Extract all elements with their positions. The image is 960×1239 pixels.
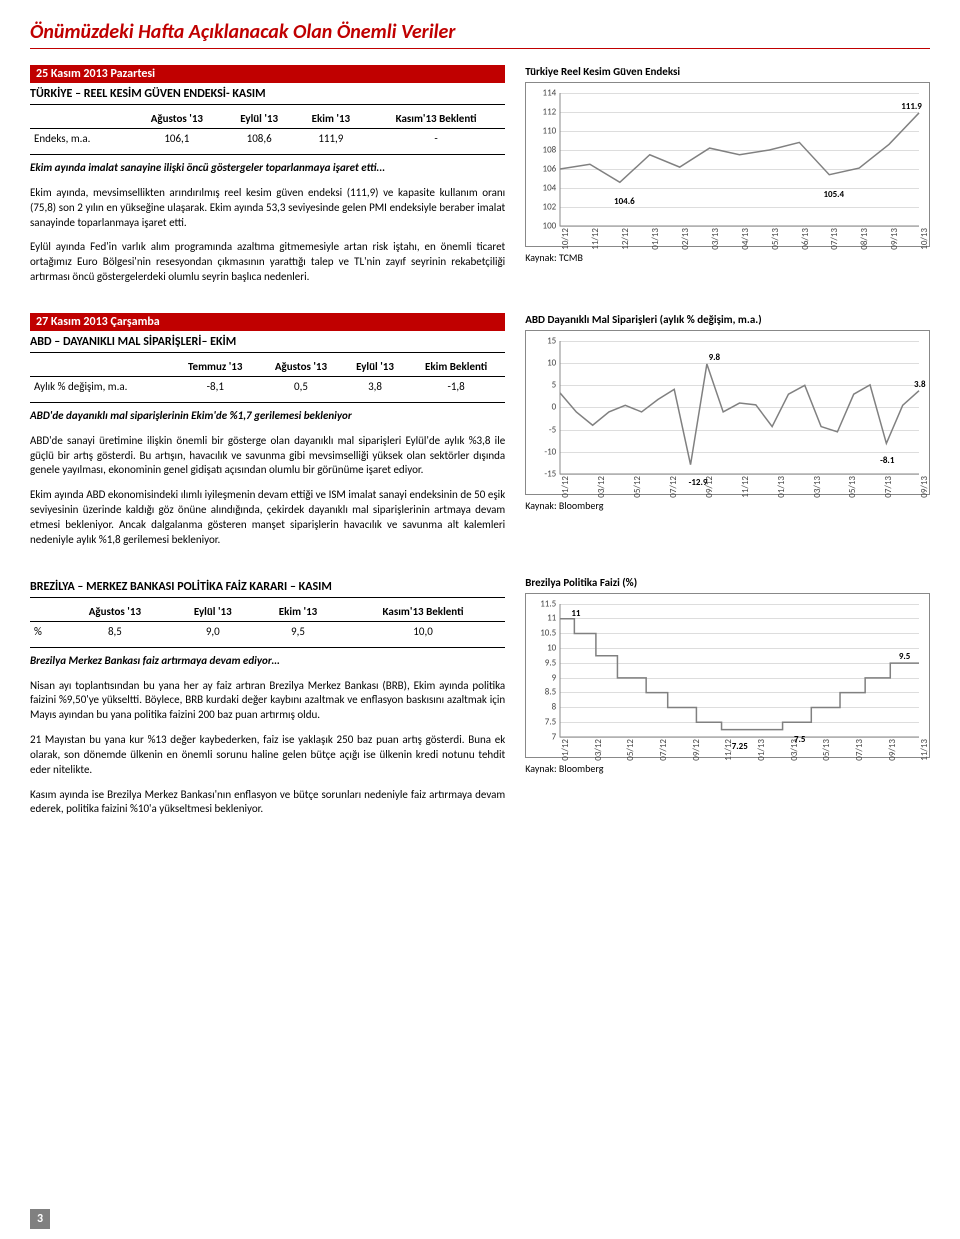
row-label: Aylık % değişim, m.a. [30,376,172,396]
section-1: 25 Kasım 2013 Pazartesi TÜRKİYE – REEL K… [30,65,930,295]
chart2-source: Kaynak: Bloomberg [525,499,930,512]
cell: 10,0 [341,621,505,641]
section1-heading: TÜRKİYE – REEL KESİM GÜVEN ENDEKSİ- KASI… [30,87,505,105]
chart1-area: 10010210410610811011211410/1211/1212/120… [532,89,923,244]
section2-heading: ABD – DAYANIKLI MAL SİPARİŞLERİ– EKİM [30,335,505,353]
cell: -8,1 [172,376,259,396]
col2: Ağustos '13 [259,357,343,377]
section-3: BREZİLYA – MERKEZ BANKASI POLİTİKA FAİZ … [30,576,930,828]
chart3-box: 77.588.599.51010.51111.501/1203/1205/120… [525,593,930,758]
cell: - [367,129,505,149]
section2-p2: Ekim ayında ABD ekonomisindeki ılımlı iy… [30,488,505,547]
section3-p1: Nisan ayı toplantısından bu yana her ay … [30,679,505,724]
chart3-source: Kaynak: Bloomberg [525,762,930,775]
chart3-title: Brezilya Politika Faizi (%) [525,576,930,589]
separator [30,647,505,648]
cell: -1,8 [407,376,505,396]
col4: Kasım'13 Beklenti [367,109,505,129]
col1: Temmuz '13 [172,357,259,377]
section-2: 27 Kasım 2013 Çarşamba ABD – DAYANIKLI M… [30,313,930,558]
section2-subhead: ABD'de dayanıklı mal siparişlerinin Ekim… [30,409,505,424]
col3: Eylül '13 [343,357,407,377]
cell: 3,8 [343,376,407,396]
col-blank [30,109,130,129]
chart2-area: -15-10-505101501/1203/1205/1207/1209/121… [532,337,923,492]
section2-date-bar: 27 Kasım 2013 Çarşamba [30,313,505,331]
cell: 0,5 [259,376,343,396]
page-number: 3 [30,1209,50,1229]
col4: Kasım'13 Beklenti [341,602,505,622]
section3-p2: 21 Mayıstan bu yana kur %13 değer kaybed… [30,733,505,778]
section2-p1: ABD'de sanayi üretimine ilişkin önemli b… [30,434,505,479]
separator [30,154,505,155]
col4: Ekim Beklenti [407,357,505,377]
cell: 111,9 [295,129,367,149]
section3-subhead: Brezilya Merkez Bankası faiz artırmaya d… [30,654,505,669]
cell: 108,6 [224,129,295,149]
row-label: Endeks, m.a. [30,129,130,149]
section2-table: Temmuz '13 Ağustos '13 Eylül '13 Ekim Be… [30,357,505,396]
section3-heading: BREZİLYA – MERKEZ BANKASI POLİTİKA FAİZ … [30,580,505,598]
col2: Eylül '13 [224,109,295,129]
cell: 8,5 [59,621,170,641]
chart1-source: Kaynak: TCMB [525,251,930,264]
chart2-box: -15-10-505101501/1203/1205/1207/1209/121… [525,330,930,495]
separator [30,402,505,403]
col2: Eylül '13 [171,602,256,622]
section3-p3: Kasım ayında ise Brezilya Merkez Bankası… [30,788,505,818]
col3: Ekim '13 [295,109,367,129]
row-label: % [30,621,59,641]
page-title: Önümüzdeki Hafta Açıklanacak Olan Önemli… [30,20,930,49]
col-blank [30,357,172,377]
section1-p2: Eylül ayında Fed'in varlık alım programı… [30,240,505,285]
chart1-box: 10010210410610811011211410/1211/1212/120… [525,82,930,247]
chart1-title: Türkiye Reel Kesim Güven Endeksi [525,65,930,78]
section3-table: Ağustos '13 Eylül '13 Ekim '13 Kasım'13 … [30,602,505,641]
chart3-area: 77.588.599.51010.51111.501/1203/1205/120… [532,600,923,755]
chart2-title: ABD Dayanıklı Mal Siparişleri (aylık % d… [525,313,930,326]
col-blank [30,602,59,622]
cell: 9,5 [255,621,341,641]
section1-table: Ağustos '13 Eylül '13 Ekim '13 Kasım'13 … [30,109,505,148]
section1-date-bar: 25 Kasım 2013 Pazartesi [30,65,505,83]
cell: 106,1 [130,129,224,149]
col3: Ekim '13 [255,602,341,622]
section1-p1: Ekim ayında, mevsimsellikten arındırılmı… [30,186,505,231]
col1: Ağustos '13 [59,602,170,622]
col1: Ağustos '13 [130,109,224,129]
cell: 9,0 [171,621,256,641]
section1-subhead: Ekim ayında imalat sanayine ilişki öncü … [30,161,505,176]
